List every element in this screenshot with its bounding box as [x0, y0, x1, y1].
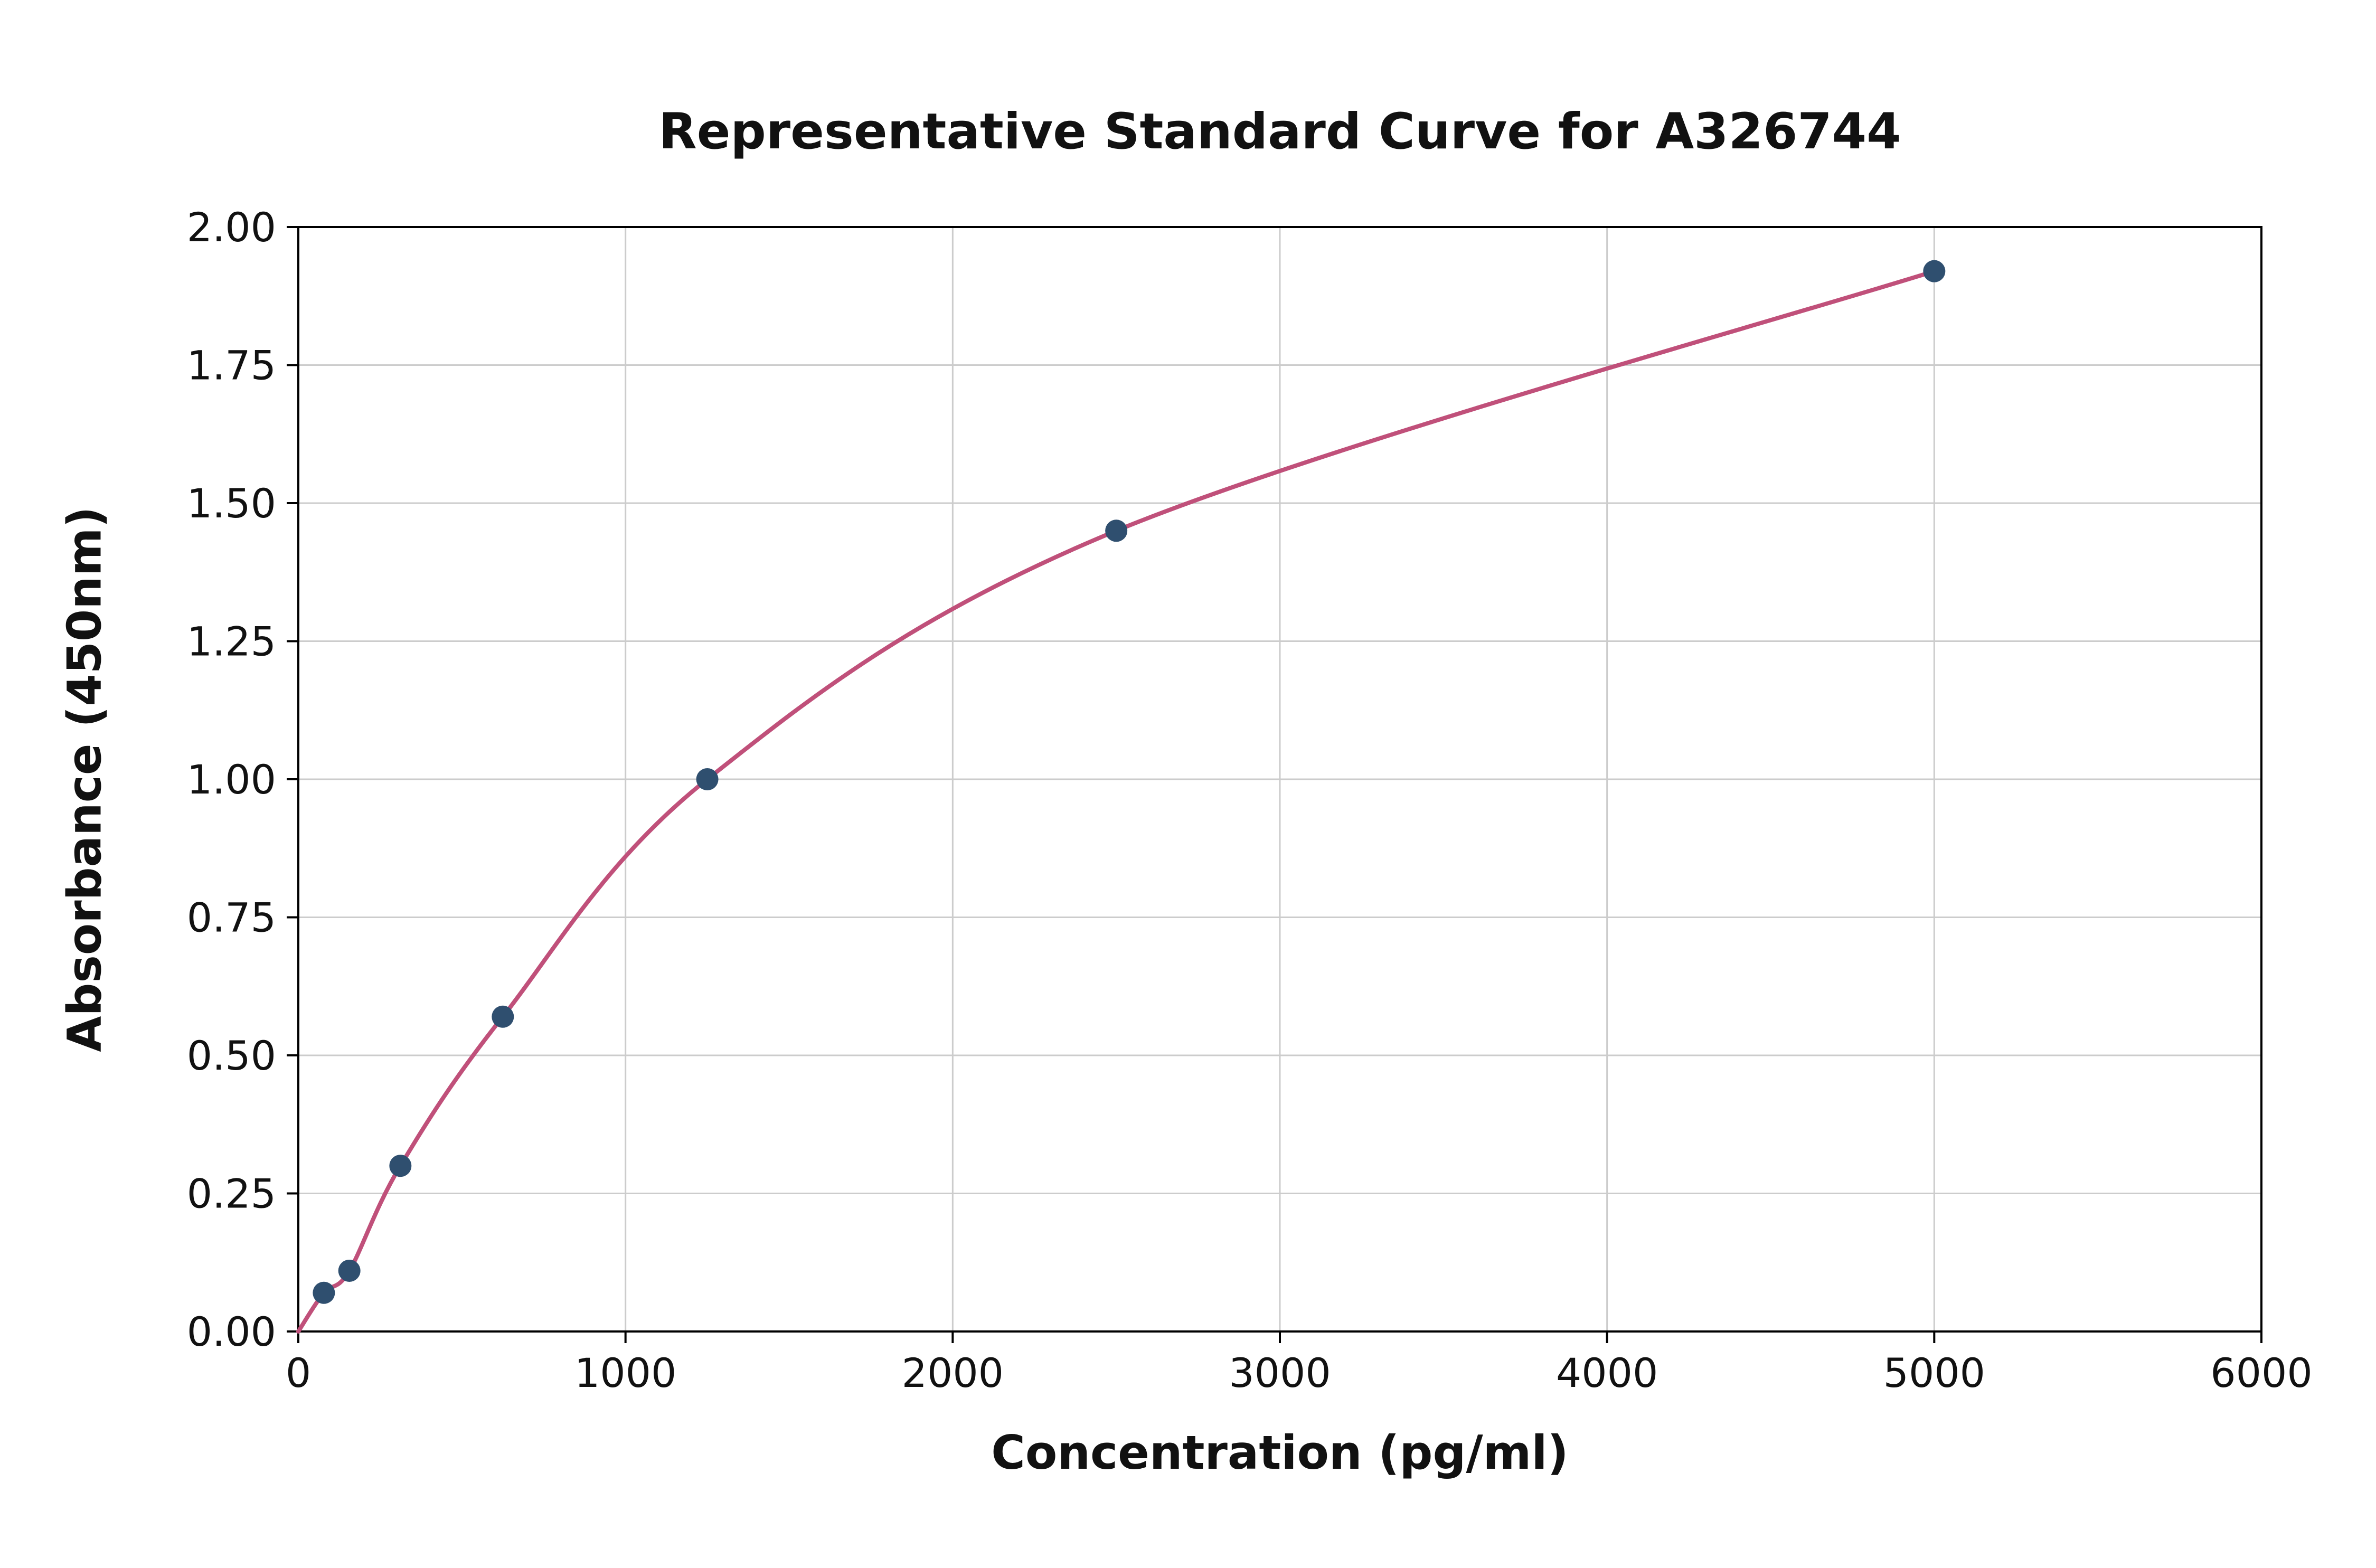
- x-tick-label: 6000: [2210, 1349, 2312, 1396]
- data-point: [313, 1281, 335, 1304]
- x-axis-label: Concentration (pg/ml): [991, 1425, 1569, 1480]
- y-tick-label: 0.50: [187, 1032, 276, 1079]
- y-tick-label: 0.00: [187, 1308, 276, 1355]
- data-point: [492, 1005, 514, 1028]
- x-tick-label: 3000: [1229, 1349, 1331, 1396]
- x-tick-label: 5000: [1883, 1349, 1985, 1396]
- data-point: [389, 1155, 412, 1177]
- y-tick-label: 1.00: [187, 756, 276, 803]
- chart-title: Representative Standard Curve for A32674…: [658, 103, 1901, 160]
- data-point: [696, 768, 719, 790]
- x-tick-label: 0: [286, 1349, 311, 1396]
- fitted-curve: [296, 269, 1937, 1334]
- data-point: [1923, 260, 1946, 282]
- data-point: [338, 1259, 361, 1282]
- y-tick-label: 2.00: [187, 204, 276, 251]
- y-tick-label: 1.75: [187, 342, 276, 389]
- x-tick-label: 2000: [902, 1349, 1004, 1396]
- x-tick-label: 4000: [1556, 1349, 1658, 1396]
- y-tick-label: 1.25: [187, 618, 276, 665]
- y-tick-label: 0.25: [187, 1170, 276, 1217]
- y-tick-label: 1.50: [187, 480, 276, 527]
- y-tick-label: 0.75: [187, 894, 276, 941]
- data-point: [1105, 519, 1128, 542]
- x-tick-label: 1000: [574, 1349, 676, 1396]
